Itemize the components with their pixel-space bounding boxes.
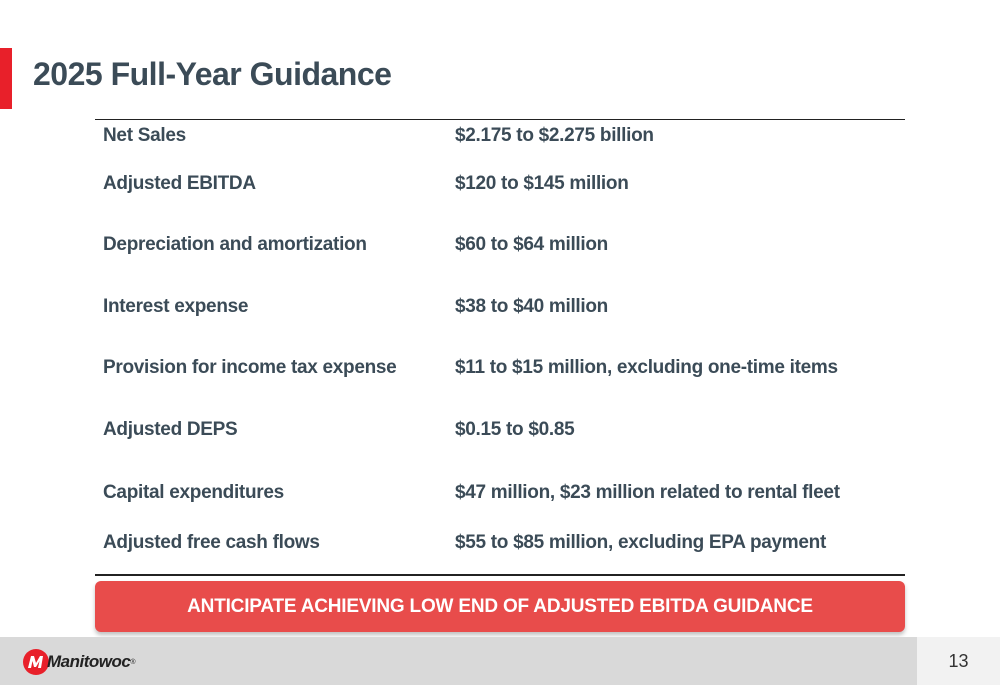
table-bottom-rule bbox=[95, 574, 905, 576]
row-value: $0.15 to $0.85 bbox=[455, 419, 575, 440]
row-value: $60 to $64 million bbox=[455, 234, 608, 255]
page-title: 2025 Full-Year Guidance bbox=[33, 56, 392, 92]
table-top-rule bbox=[95, 119, 905, 120]
row-value: $11 to $15 million, excluding one-time i… bbox=[455, 357, 838, 378]
row-label: Provision for income tax expense bbox=[103, 357, 397, 378]
table-row: Interest expense $38 to $40 million bbox=[103, 296, 903, 326]
table-row: Depreciation and amortization $60 to $64… bbox=[103, 234, 903, 264]
guidance-banner: ANTICIPATE ACHIEVING LOW END OF ADJUSTED… bbox=[95, 581, 905, 632]
table-row: Capital expenditures $47 million, $23 mi… bbox=[103, 482, 903, 512]
manitowoc-logo-icon bbox=[23, 649, 49, 675]
table-row: Adjusted EBITDA $120 to $145 million bbox=[103, 173, 903, 203]
row-label: Net Sales bbox=[103, 125, 186, 146]
row-value: $38 to $40 million bbox=[455, 296, 608, 317]
registered-mark: ® bbox=[130, 658, 136, 666]
row-label: Interest expense bbox=[103, 296, 249, 317]
title-accent-bar bbox=[0, 48, 12, 109]
table-row: Provision for income tax expense $11 to … bbox=[103, 357, 903, 387]
manitowoc-logo: Manitowoc ® bbox=[22, 648, 136, 676]
table-row: Adjusted free cash flows $55 to $85 mill… bbox=[103, 532, 903, 562]
row-value: $55 to $85 million, excluding EPA paymen… bbox=[455, 532, 826, 553]
row-value: $2.175 to $2.275 billion bbox=[455, 125, 654, 146]
row-value: $47 million, $23 million related to rent… bbox=[455, 482, 840, 503]
logo-wordmark: Manitowoc bbox=[47, 652, 131, 671]
row-label: Adjusted DEPS bbox=[103, 419, 238, 440]
row-value: $120 to $145 million bbox=[455, 173, 629, 194]
table-row: Net Sales $2.175 to $2.275 billion bbox=[103, 125, 903, 155]
row-label: Adjusted free cash flows bbox=[103, 532, 320, 553]
footer-bar bbox=[0, 637, 917, 685]
page-number: 13 bbox=[917, 637, 1000, 685]
row-label: Capital expenditures bbox=[103, 482, 284, 503]
row-label: Adjusted EBITDA bbox=[103, 173, 256, 194]
row-label: Depreciation and amortization bbox=[103, 234, 367, 255]
table-row: Adjusted DEPS $0.15 to $0.85 bbox=[103, 419, 903, 449]
